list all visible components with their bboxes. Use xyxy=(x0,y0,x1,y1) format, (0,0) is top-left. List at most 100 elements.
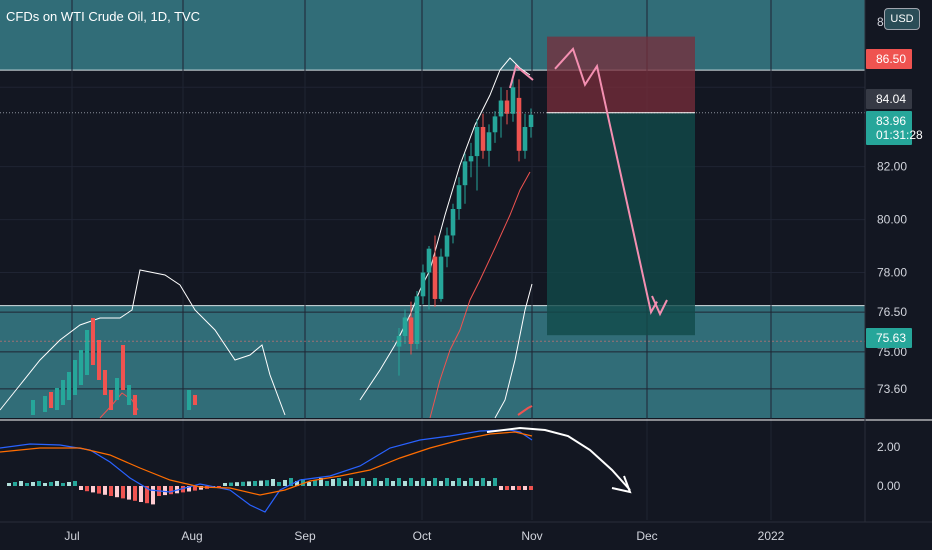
candle[interactable] xyxy=(492,116,498,133)
candle[interactable] xyxy=(187,390,191,410)
macd-histogram-bar xyxy=(469,478,473,486)
candle[interactable] xyxy=(79,350,83,385)
candle[interactable] xyxy=(456,185,462,209)
candle[interactable] xyxy=(486,132,492,151)
macd-histogram-bar xyxy=(493,478,497,486)
price-tick-label: 8 xyxy=(877,15,884,29)
currency-selector[interactable]: USD xyxy=(884,8,920,30)
macd-histogram-bar xyxy=(487,481,491,486)
take-profit-zone[interactable] xyxy=(547,112,695,336)
candle[interactable] xyxy=(510,87,516,114)
candle[interactable] xyxy=(109,390,113,410)
time-axis-label: Sep xyxy=(294,529,316,543)
macd-histogram-bar xyxy=(127,486,131,500)
macd-tick-label: 2.00 xyxy=(877,440,901,454)
macd-histogram-bar xyxy=(289,478,293,486)
macd-histogram-bar xyxy=(55,481,59,486)
grid-layer xyxy=(0,0,865,520)
candle-layer[interactable] xyxy=(31,76,534,415)
candle[interactable] xyxy=(414,296,420,344)
macd-pane[interactable] xyxy=(0,419,932,523)
macd-histogram-bar xyxy=(439,481,443,486)
candle[interactable] xyxy=(504,100,510,114)
price-tick-label: 75.00 xyxy=(877,345,907,359)
candle[interactable] xyxy=(432,256,438,299)
projection-line[interactable] xyxy=(509,64,534,89)
macd-histogram-bar xyxy=(115,486,119,498)
candle[interactable] xyxy=(127,385,131,405)
candle[interactable] xyxy=(468,156,474,162)
macd-histogram-bar xyxy=(391,481,395,486)
macd-histogram-bar xyxy=(427,481,431,486)
stop-loss-zone[interactable] xyxy=(547,36,695,113)
signal-line xyxy=(0,431,533,496)
candle[interactable] xyxy=(55,388,59,410)
macd-histogram-bar xyxy=(421,478,425,486)
candle[interactable] xyxy=(402,317,408,336)
macd-histogram-bar xyxy=(529,486,533,490)
macd-histogram-bar xyxy=(151,486,155,505)
macd-histogram-bar xyxy=(373,478,377,486)
candle[interactable] xyxy=(49,392,53,408)
projection-arrowhead[interactable] xyxy=(651,295,668,317)
candle[interactable] xyxy=(31,400,35,415)
price-tag-target-high xyxy=(866,49,912,69)
candle[interactable] xyxy=(121,345,125,390)
candle[interactable] xyxy=(193,395,197,405)
macd-histogram-bar xyxy=(367,481,371,486)
macd-histogram-bar xyxy=(181,486,185,493)
macd-histogram-bar xyxy=(97,486,101,494)
candle[interactable] xyxy=(480,126,486,151)
candle[interactable] xyxy=(498,100,504,117)
time-axis-label: Aug xyxy=(181,529,202,543)
macd-histogram-bar xyxy=(217,486,221,487)
candle[interactable] xyxy=(450,209,456,236)
candle[interactable] xyxy=(85,330,89,375)
candle[interactable] xyxy=(462,161,468,186)
projection-drawing[interactable] xyxy=(509,47,668,317)
candle[interactable] xyxy=(115,378,119,400)
candle[interactable] xyxy=(67,372,71,400)
candle[interactable] xyxy=(444,235,450,257)
band-basis xyxy=(517,405,533,416)
macd-histogram-bar xyxy=(415,481,419,486)
macd-histogram-bar xyxy=(49,482,53,486)
macd-histogram-bar xyxy=(445,478,449,486)
band-upper xyxy=(0,269,286,416)
axes-layer: 86.0082.0080.0078.0076.5075.0073.6082.00… xyxy=(64,0,907,543)
candle[interactable] xyxy=(133,395,137,415)
macd-histogram-bar xyxy=(241,481,245,486)
candle[interactable] xyxy=(408,317,414,344)
macd-histogram-bar xyxy=(187,486,191,492)
candle[interactable] xyxy=(43,396,47,412)
macd-histogram-bar xyxy=(259,480,263,486)
candle[interactable] xyxy=(396,335,402,347)
zone-layer xyxy=(0,0,865,418)
candle[interactable] xyxy=(528,114,534,127)
candle[interactable] xyxy=(61,380,65,405)
candle[interactable] xyxy=(522,126,528,151)
candle[interactable] xyxy=(516,97,522,151)
macd-histogram-bar xyxy=(79,486,83,490)
macd-histogram-bar xyxy=(19,481,23,486)
macd-histogram-bar xyxy=(379,481,383,486)
projection-line[interactable] xyxy=(554,47,658,315)
candle[interactable] xyxy=(420,272,426,297)
macd-projection-arrowhead[interactable] xyxy=(611,475,632,494)
macd-histogram-bar xyxy=(451,481,455,486)
price-tag-current-text: 01:31:28 xyxy=(876,128,923,142)
macd-line xyxy=(0,429,533,513)
candle[interactable] xyxy=(103,370,107,395)
candle[interactable] xyxy=(426,248,432,273)
macd-histogram-bar xyxy=(325,481,329,486)
macd-projection[interactable] xyxy=(486,426,631,491)
macd-histogram-bar xyxy=(145,486,149,504)
macd-histogram-bar xyxy=(25,483,29,486)
candle[interactable] xyxy=(438,256,444,299)
macd-histogram-bar xyxy=(343,481,347,486)
price-tag-current-text: 83.96 xyxy=(876,114,906,128)
candle[interactable] xyxy=(73,360,77,395)
candle[interactable] xyxy=(474,126,480,157)
candle[interactable] xyxy=(97,340,101,380)
